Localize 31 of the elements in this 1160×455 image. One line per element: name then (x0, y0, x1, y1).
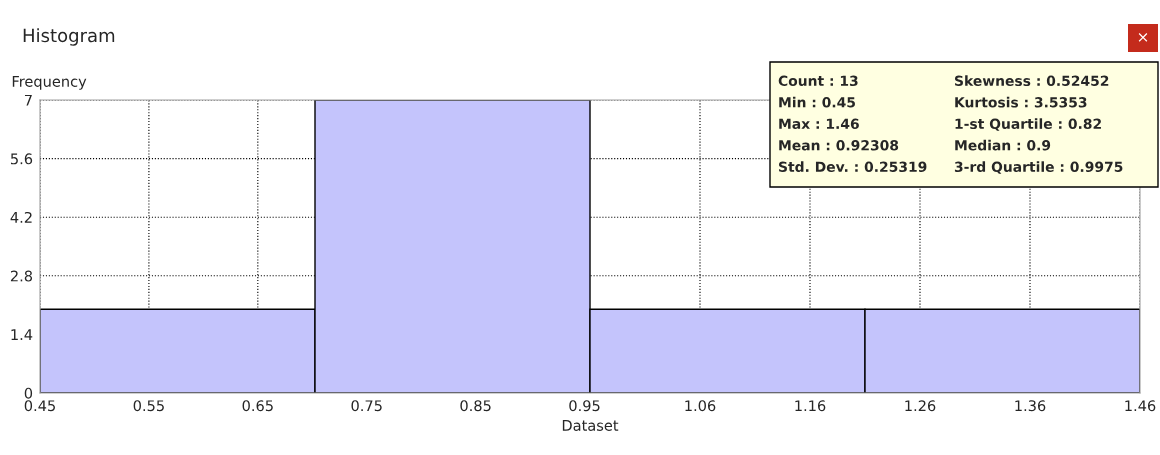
y-axis-title: Frequency (12, 76, 87, 90)
y-tick-label: 2.8 (10, 270, 33, 282)
x-tick-label: 0.85 (460, 400, 491, 412)
y-tick-label: 1.4 (11, 329, 33, 340)
annotation: Kurtosis : 3.5353 (955, 96, 1087, 108)
x-tick-label: 1.36 (1015, 400, 1046, 412)
annotation: Mean : 0.92308 (779, 140, 899, 151)
annotation: Min : 0.45 (779, 96, 855, 108)
x-tick-label: 1.16 (795, 400, 826, 412)
x-tick-label: 0.65 (242, 400, 273, 412)
annotation: Max : 1.46 (779, 118, 859, 130)
y-tick-label: 5.6 (10, 153, 33, 165)
x-tick-label: 0.55 (133, 400, 164, 412)
annotation: 3-rd Quartile : 0.9975 (954, 161, 1123, 174)
text: Count : 13 (778, 75, 858, 87)
annotation: 1-st Quartile : 0.82 (955, 118, 1101, 131)
y-tick-label: 7 (24, 94, 32, 106)
x-tick-label: 1.46 (1125, 400, 1156, 412)
x-tick-label: 0.75 (351, 400, 382, 412)
annotation: Std. Dev. : 0.25319 (779, 161, 927, 173)
x-tick-label: 0.45 (24, 400, 55, 412)
annotation: Median : 0.9 (955, 139, 1051, 151)
y-tick-label: 0 (24, 387, 33, 399)
x-axis-title: Dataset (562, 420, 619, 431)
chart-title: Histogram (23, 28, 115, 46)
x-tick-label: 1.26 (905, 400, 936, 412)
x-tick-label: 0.95 (569, 400, 600, 412)
x-tick-label: 1.06 (685, 400, 716, 412)
text: Skewness : 0.52452 (955, 75, 1109, 87)
y-tick-label: 4.2 (10, 211, 32, 223)
text: × (1138, 33, 1148, 42)
